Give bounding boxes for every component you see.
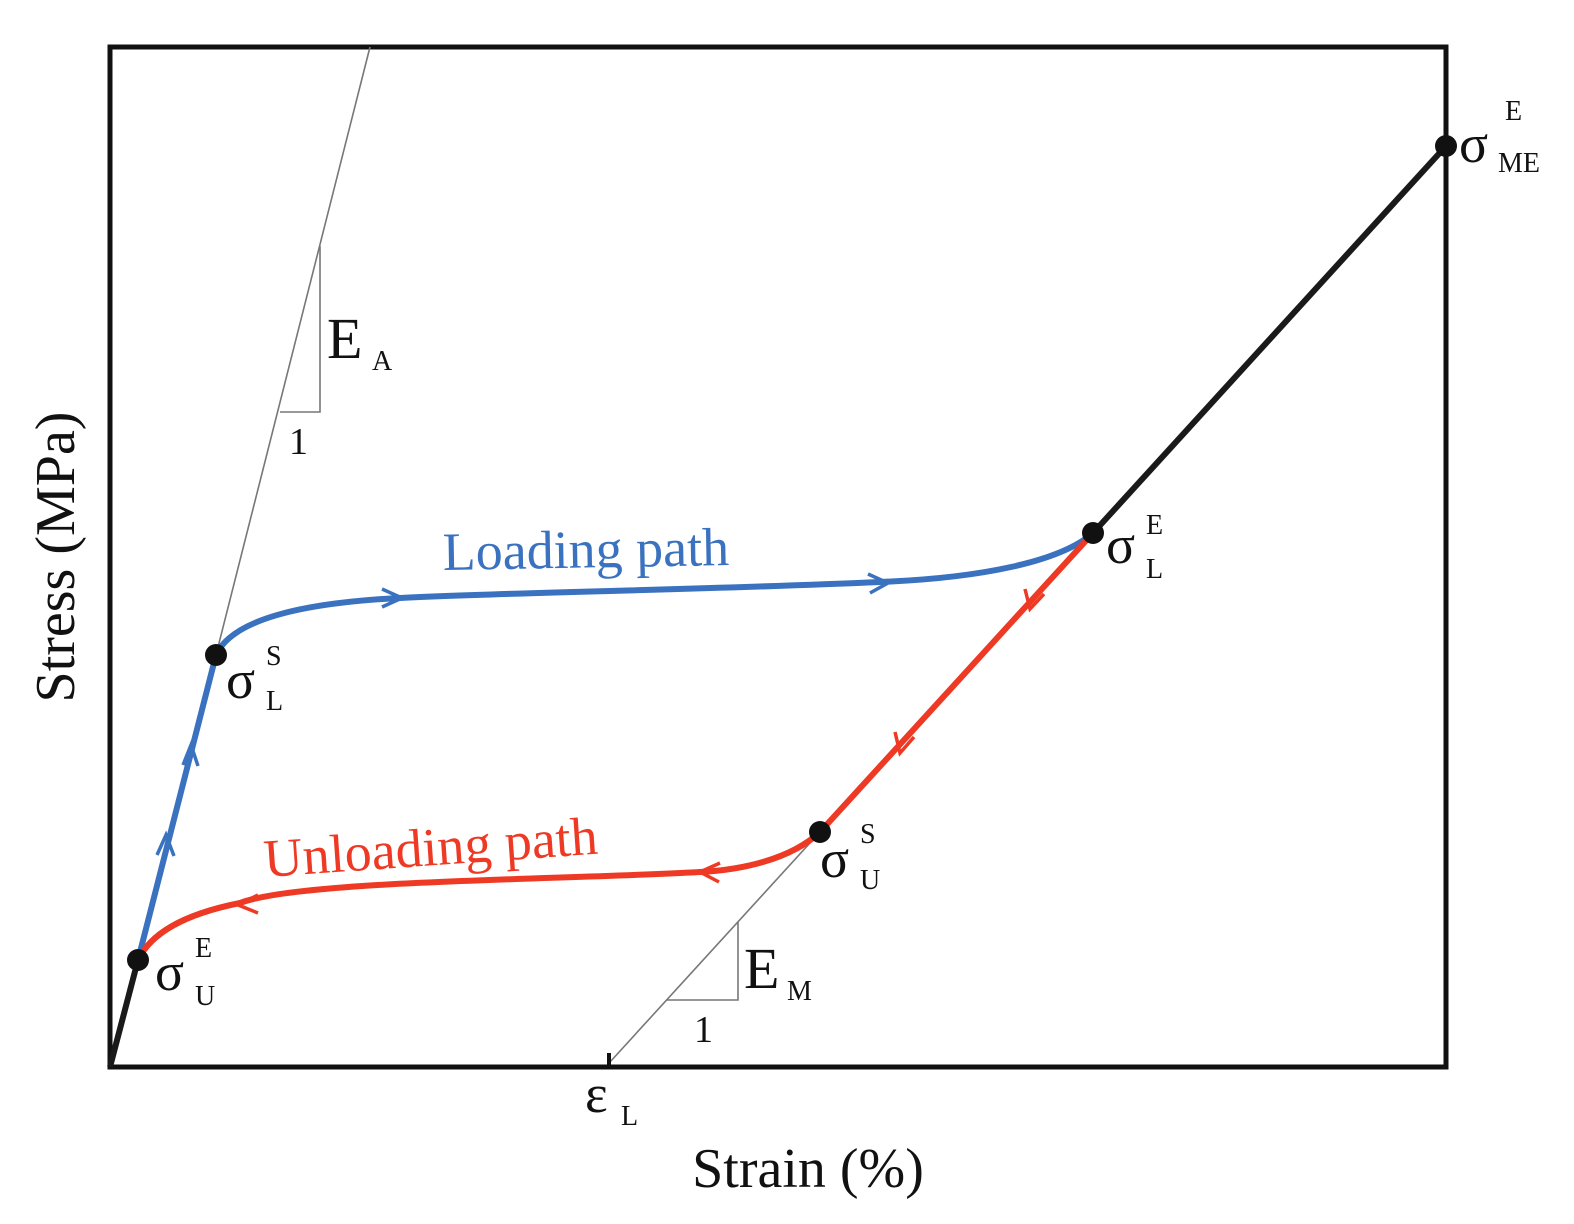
svg-text:L: L	[1146, 554, 1163, 585]
svg-text:E: E	[327, 306, 362, 371]
svg-text:E: E	[1505, 96, 1522, 127]
svg-text:σ: σ	[1106, 515, 1135, 575]
austenite-slope-run: 1	[289, 421, 308, 463]
martensite-slope-triangle	[667, 922, 739, 1001]
label-sigma-U-S: σ S U	[820, 819, 880, 896]
svg-text:σ: σ	[226, 650, 255, 710]
point-sigma-U-E	[127, 949, 149, 971]
label-E-M: E M	[744, 936, 812, 1007]
svg-text:E: E	[744, 936, 779, 1001]
austenite-slope-triangle	[280, 246, 321, 413]
svg-text:ME: ME	[1498, 148, 1540, 179]
loading-arrow-icon	[381, 587, 407, 609]
svg-text:A: A	[372, 346, 393, 377]
martensite-slope-guide	[609, 831, 821, 1063]
svg-text:E: E	[1146, 510, 1163, 541]
loading-arrow-icon	[867, 572, 892, 595]
loading-curve	[135, 530, 1095, 961]
unloading-curve	[135, 530, 1096, 962]
martensite-elastic-segment	[1090, 143, 1449, 536]
x-axis-title: Strain (%)	[692, 1138, 924, 1200]
plot-frame	[107, 44, 1449, 1070]
label-sigma-L-S: σ S L	[226, 641, 283, 717]
svg-text:σ: σ	[155, 942, 184, 1002]
unloading-arrow-icon	[696, 861, 721, 884]
label-E-A: E A	[327, 306, 393, 377]
loading-path-label: Loading path	[442, 517, 729, 582]
unloading-arrow-icon	[893, 731, 916, 757]
svg-text:L: L	[621, 1101, 638, 1132]
loading-arrow-icon	[155, 830, 176, 857]
svg-text:S: S	[266, 641, 282, 672]
y-axis-title: Stress (MPa)	[25, 412, 87, 703]
svg-text:U: U	[195, 981, 215, 1012]
svg-text:S: S	[860, 819, 876, 850]
svg-text:U: U	[860, 865, 880, 896]
loading-arrows	[155, 572, 892, 857]
svg-text:L: L	[266, 686, 283, 717]
svg-text:M: M	[787, 976, 812, 1007]
loading-arrow-icon	[181, 739, 200, 767]
unloading-arrow-icon	[233, 893, 259, 915]
martensite-slope-run: 1	[694, 1009, 713, 1051]
point-sigma-U-S	[809, 821, 831, 843]
point-sigma-L-S	[205, 644, 227, 666]
unloading-arrows	[233, 588, 1046, 915]
label-epsilon-L: ε L	[585, 1064, 638, 1132]
point-sigma-ME-E	[1435, 135, 1457, 157]
unloading-arrow-icon	[1023, 588, 1046, 613]
point-sigma-L-E	[1082, 522, 1104, 544]
svg-text:E: E	[195, 933, 212, 964]
label-sigma-U-E: σ E U	[155, 933, 215, 1012]
austenite-slope-guide	[215, 46, 371, 656]
svg-text:ε: ε	[585, 1064, 608, 1124]
svg-text:σ: σ	[820, 829, 849, 889]
initial-elastic-segment	[107, 959, 141, 1068]
label-sigma-L-E: σ E L	[1106, 510, 1163, 585]
label-sigma-ME-E: σ E ME	[1459, 96, 1540, 179]
svg-text:σ: σ	[1459, 114, 1488, 174]
